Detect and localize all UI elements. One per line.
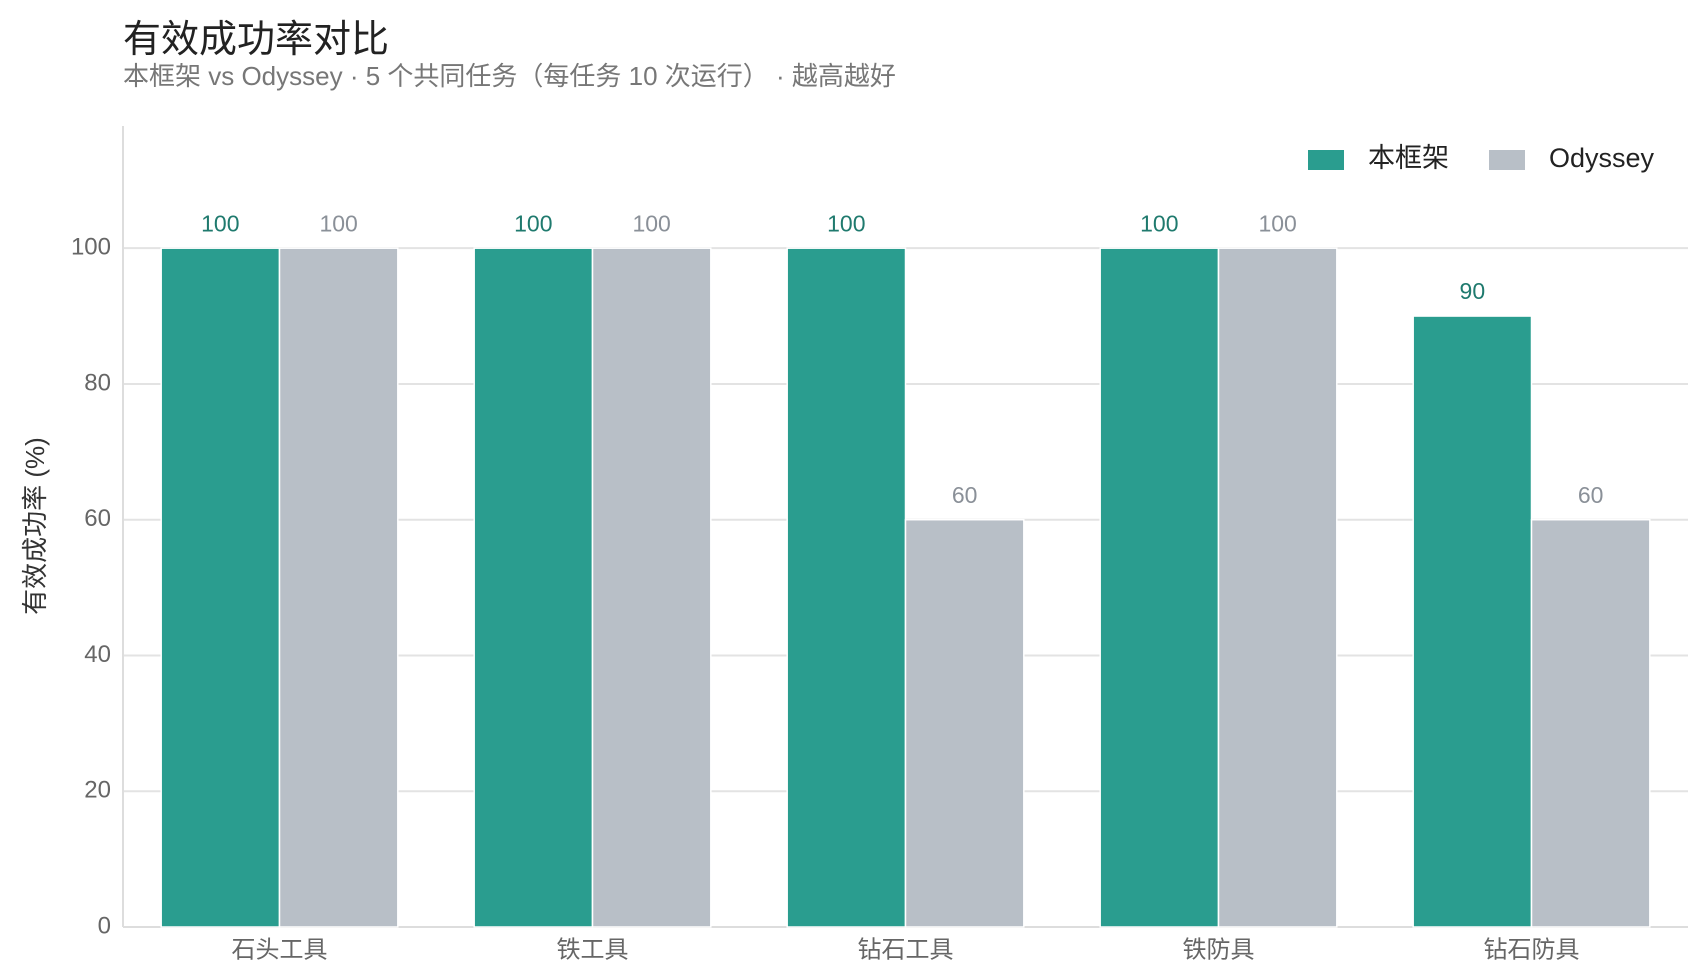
chart-subtitle: 本框架 vs Odyssey · 5 个共同任务（每任务 10 次运行） · 越…	[123, 61, 896, 91]
x-tick-label: 石头工具	[232, 936, 328, 963]
value-label: 100	[514, 210, 552, 236]
value-label: 60	[1578, 482, 1604, 508]
bar	[591, 247, 712, 928]
bar	[1530, 518, 1651, 928]
bar	[786, 247, 907, 928]
bar	[1412, 315, 1533, 928]
y-tick-label: 80	[84, 369, 111, 396]
legend-swatch	[1308, 150, 1344, 170]
bar	[160, 247, 281, 928]
bar	[473, 247, 594, 928]
value-label: 100	[827, 210, 865, 236]
value-label: 100	[319, 210, 357, 236]
bar	[1099, 247, 1220, 928]
y-tick-label: 0	[98, 912, 111, 939]
y-tick-label: 20	[84, 777, 111, 804]
value-label: 100	[201, 210, 239, 236]
x-tick-label: 铁防具	[1183, 936, 1255, 963]
legend-swatch	[1489, 150, 1525, 170]
bar	[904, 518, 1025, 928]
x-tick-label: 钻石防具	[1484, 936, 1580, 963]
y-axis-label: 有效成功率 (%)	[20, 437, 50, 615]
x-tick-label: 钻石工具	[858, 936, 954, 963]
value-label: 100	[1140, 210, 1178, 236]
value-label: 100	[632, 210, 670, 236]
legend-label: Odyssey	[1549, 143, 1655, 173]
x-tick-label: 铁工具	[557, 936, 629, 963]
y-tick-label: 60	[84, 505, 111, 532]
bar	[278, 247, 399, 928]
value-label: 100	[1258, 210, 1296, 236]
chart-title: 有效成功率对比	[123, 19, 389, 61]
y-tick-label: 100	[71, 234, 111, 261]
y-tick-label: 40	[84, 641, 111, 668]
value-label: 90	[1460, 278, 1486, 304]
bar	[1217, 247, 1338, 928]
legend-label: 本框架	[1368, 143, 1449, 173]
value-label: 60	[952, 482, 978, 508]
